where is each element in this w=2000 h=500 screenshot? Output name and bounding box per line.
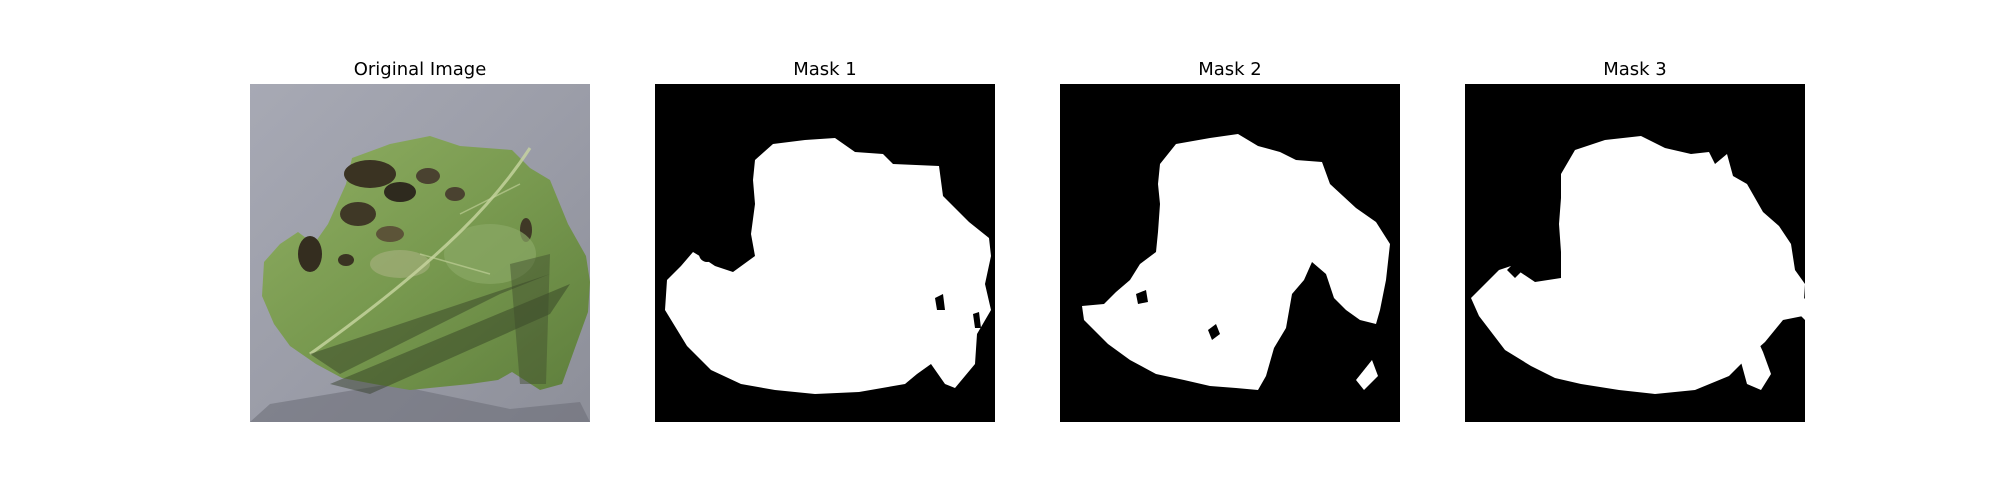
panel-title-mask-1: Mask 1 xyxy=(793,59,857,80)
panel-title-mask-2: Mask 2 xyxy=(1198,59,1262,80)
mask-1-image xyxy=(655,84,995,422)
panel-title-mask-3: Mask 3 xyxy=(1603,59,1667,80)
mask-2-image xyxy=(1060,84,1400,422)
mask-3-image xyxy=(1465,84,1805,422)
panel-title-original: Original Image xyxy=(353,59,487,80)
original-leaf-image xyxy=(250,84,590,422)
